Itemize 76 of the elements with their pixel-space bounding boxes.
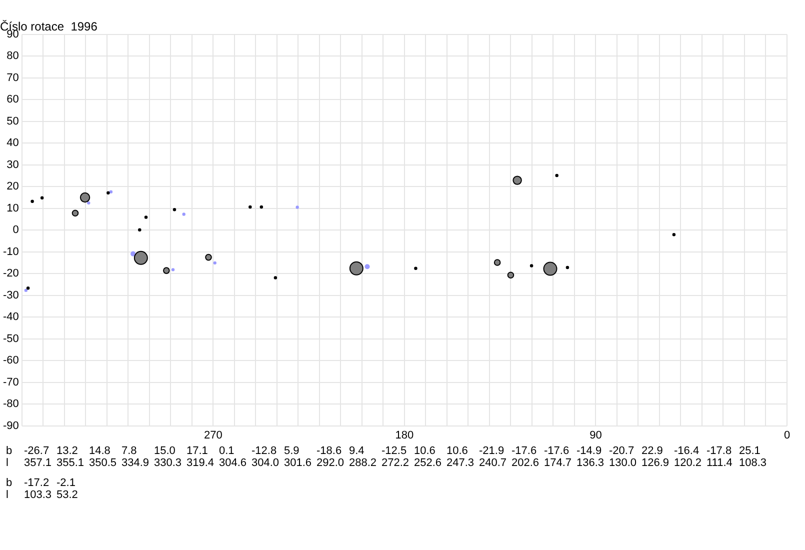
text: -17.2	[24, 477, 50, 489]
x-tick-label: 90	[590, 429, 602, 442]
text: 103.3	[24, 489, 53, 501]
text: 136.3	[576, 457, 606, 469]
y-tick-label: -40	[2, 311, 19, 324]
text: 334.9	[122, 457, 150, 469]
text: 292.0	[316, 457, 346, 469]
text: -20.7	[609, 445, 636, 457]
y-tick-label: 20	[6, 180, 19, 193]
text: 252.6	[414, 457, 443, 469]
y-tick-label: 60	[6, 94, 19, 106]
text: -17.8	[706, 445, 733, 457]
y-tick-label: -80	[2, 398, 19, 410]
text: 130.0	[609, 457, 638, 469]
text: 0.1	[219, 445, 236, 457]
text: 17.1	[186, 445, 209, 457]
y-tick-label: 70	[6, 72, 19, 84]
y-tick-label: 40	[6, 137, 19, 150]
text: 10.6	[414, 445, 436, 457]
text: 355.1	[56, 457, 86, 469]
x-tick-label: 270	[204, 429, 222, 442]
text: 304.0	[252, 457, 280, 469]
y-tick-label: -90	[2, 420, 19, 432]
text: 202.6	[512, 457, 540, 469]
text: -16.4	[674, 445, 700, 457]
y-tick-label: -50	[2, 332, 19, 345]
text: 9.4	[349, 445, 366, 457]
y-tick-label: 80	[6, 50, 19, 62]
text: 22.9	[642, 445, 664, 457]
y-tick-label: 0	[12, 224, 19, 236]
y-tick-label: 30	[6, 158, 19, 171]
text: -12.8	[252, 445, 278, 457]
y-tick-label: -20	[2, 268, 19, 280]
text: -26.7	[24, 445, 50, 457]
text: 247.3	[446, 457, 476, 469]
y-tick-label: -10	[2, 246, 19, 258]
text: 350.5	[89, 457, 118, 469]
text: 120.2	[674, 457, 703, 469]
text: 14.8	[89, 445, 112, 457]
text: 7.8	[122, 445, 138, 457]
text: l	[6, 457, 10, 469]
text: 272.2	[382, 457, 410, 469]
text: 10.6	[446, 445, 469, 457]
text: 330.3	[154, 457, 183, 469]
text: 174.7	[544, 457, 573, 469]
y-tick-label: 10	[6, 202, 19, 214]
text: -17.6	[544, 445, 570, 457]
y-tick-label: -60	[2, 354, 19, 367]
text: -14.9	[576, 445, 603, 457]
x-tick-label: 0	[784, 429, 790, 442]
text: 15.0	[154, 445, 176, 457]
text: 108.3	[739, 457, 768, 469]
text: b	[6, 445, 14, 457]
text: 126.9	[642, 457, 670, 469]
text: 304.6	[219, 457, 248, 469]
text: -21.9	[479, 445, 506, 457]
text: 357.1	[24, 457, 53, 469]
text: 319.4	[186, 457, 216, 469]
y-tick-label: -30	[2, 289, 19, 302]
text: -17.6	[512, 445, 538, 457]
text: -12.5	[382, 445, 408, 457]
text: 288.2	[349, 457, 378, 469]
text: -2.1	[56, 477, 76, 489]
text: 25.1	[739, 445, 762, 457]
y-tick-label: 50	[6, 115, 19, 128]
y-tick-label: -70	[2, 376, 19, 388]
text: 111.4	[706, 457, 734, 469]
text: 240.7	[479, 457, 508, 469]
text: b	[6, 477, 12, 489]
text: 13.2	[56, 445, 79, 457]
text: 301.6	[284, 457, 313, 469]
text: -18.6	[316, 445, 343, 457]
text: 53.2	[56, 489, 79, 501]
text: l	[6, 489, 8, 501]
text: 5.9	[284, 445, 300, 457]
x-tick-label: 180	[395, 429, 414, 442]
